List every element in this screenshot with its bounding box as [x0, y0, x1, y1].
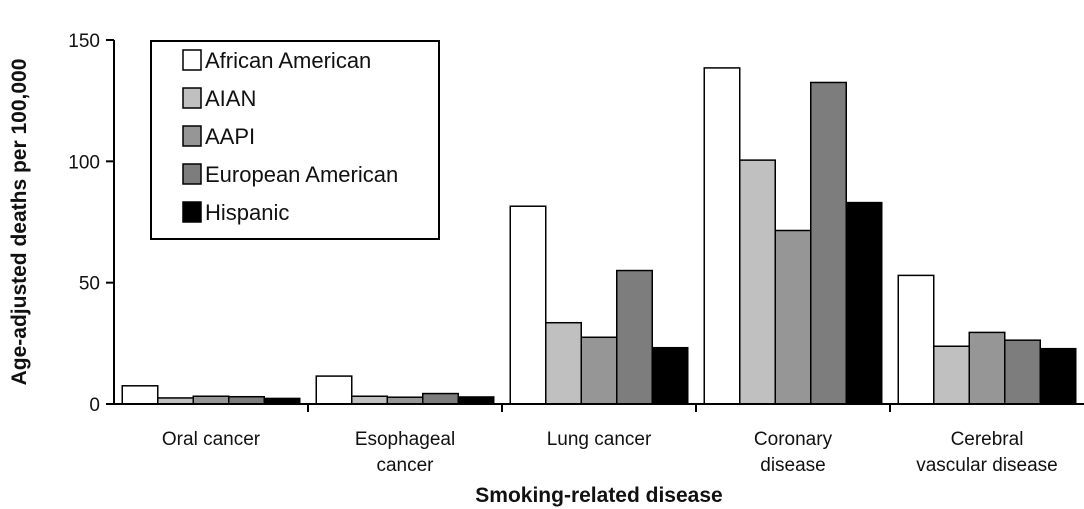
bar-2-1	[386, 396, 424, 405]
legend-swatch-4	[182, 201, 202, 223]
legend: African American AIAN AAPI European America…	[150, 40, 440, 240]
category-label-1-0: Esophageal	[355, 429, 455, 450]
legend-label-1: AIAN	[205, 86, 256, 111]
bar-4-4	[1039, 347, 1077, 405]
bar-1-3	[739, 159, 776, 405]
y-axis-title: Age-adjusted deaths per 100,000	[8, 59, 31, 386]
bars-group	[121, 67, 1077, 405]
bar-0-2	[509, 205, 547, 405]
bar-3-1	[422, 392, 459, 405]
bar-3-0	[228, 395, 265, 405]
legend-swatch-3	[182, 163, 202, 185]
bar-4-3	[845, 201, 883, 405]
y-ticks-group: 0 50 100 150	[68, 31, 114, 416]
bar-2-0	[192, 395, 230, 405]
bar-2-2	[580, 336, 618, 405]
y-tick-label-0: 0	[89, 395, 100, 416]
legend-swatch-1	[182, 87, 202, 109]
bar-2-4	[968, 331, 1006, 405]
y-tick-label-3: 150	[68, 31, 100, 52]
legend-label-2: AAPI	[205, 124, 255, 149]
bar-0-4	[897, 274, 935, 405]
bar-4-2	[651, 346, 689, 405]
category-label-4-0: Cerebral	[951, 429, 1024, 450]
legend-label-0: African American	[205, 48, 371, 73]
category-label-3-0: Coronary	[754, 429, 833, 450]
y-tick-label-2: 100	[68, 152, 100, 173]
x-ticks-group	[307, 404, 891, 412]
category-label-1-1: cancer	[376, 455, 434, 476]
plot-area: 0 50 100 150 Oral cancer Esophageal cancer Lun…	[68, 31, 1084, 476]
x-axis-title: Smoking-related disease	[475, 484, 722, 507]
bar-3-4	[1004, 339, 1041, 405]
bar-3-2	[616, 269, 653, 405]
bar-4-1	[457, 396, 495, 405]
bar-1-1	[351, 395, 388, 405]
legend-label-3: European American	[205, 162, 398, 187]
category-label-4-1: vascular disease	[916, 455, 1058, 476]
bar-0-0	[121, 385, 159, 405]
category-label-3-1: disease	[760, 455, 826, 476]
legend-label-4: Hispanic	[205, 200, 289, 225]
bar-1-2	[545, 321, 582, 405]
bar-1-4	[933, 345, 970, 405]
category-label-0-0: Oral cancer	[162, 429, 261, 450]
category-label-2-0: Lung cancer	[547, 429, 652, 450]
legend-swatch-2	[182, 125, 202, 147]
y-tick-label-1: 50	[79, 274, 100, 295]
bar-2-3	[774, 229, 812, 405]
legend-swatch-0	[182, 49, 202, 71]
bar-0-3	[703, 67, 741, 405]
bar-0-1	[315, 375, 353, 405]
category-labels-group: Oral cancer Esophageal cancer Lung cancer Co…	[162, 429, 1058, 476]
bar-3-3	[810, 81, 847, 405]
